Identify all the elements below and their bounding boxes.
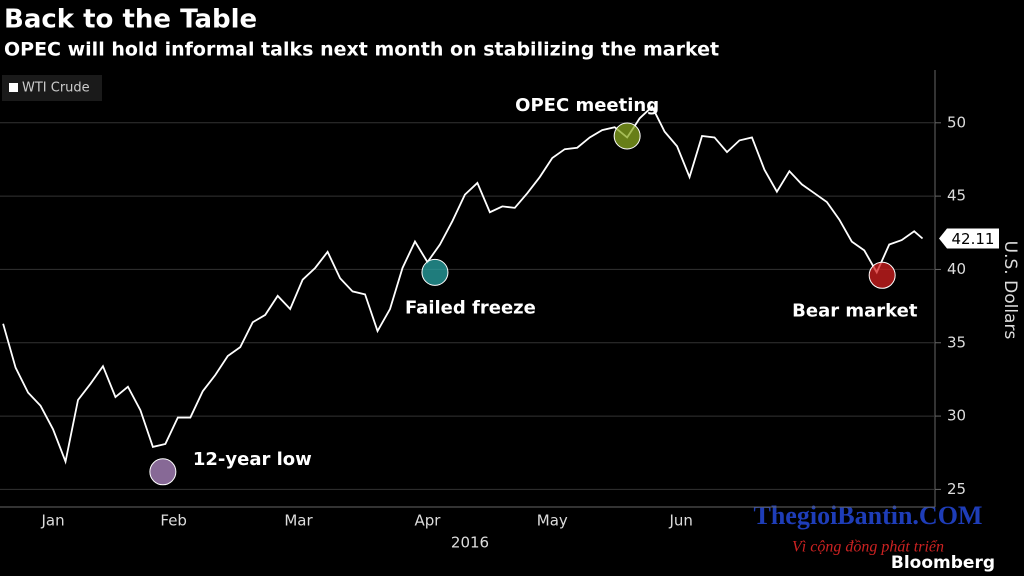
annotation-marker <box>149 458 177 486</box>
annotation-label: Failed freeze <box>405 297 536 318</box>
x-tick-label: Mar <box>284 512 313 530</box>
x-tick-label: Jun <box>669 512 693 530</box>
watermark: ThegioiBantin.COM <box>754 501 983 530</box>
x-tick-label: Jan <box>40 512 64 530</box>
chart-title: Back to the Table <box>4 5 257 35</box>
x-tick-label: May <box>537 512 568 530</box>
y-tick-label: 35 <box>947 333 966 351</box>
annotation-label: OPEC meeting <box>515 95 659 116</box>
watermark-tagline: Vì cộng đồng phát triển <box>792 539 944 556</box>
y-tick-label: 30 <box>947 407 966 425</box>
legend-box <box>2 75 102 101</box>
line <box>2 105 924 465</box>
end-tag <box>939 228 999 249</box>
x-tick-label: Apr <box>414 512 441 530</box>
y-tick-label: 25 <box>947 480 966 498</box>
source: Bloomberg <box>891 553 995 573</box>
y-tick-label: 40 <box>947 260 966 278</box>
annotation-marker <box>613 122 641 150</box>
legend-label: WTI Crude <box>22 81 90 96</box>
x-axis-label: 2016 <box>451 534 489 552</box>
annotation-marker <box>421 258 449 286</box>
annotation-label: Bear market <box>792 300 918 321</box>
annotation-label: 12-year low <box>193 449 312 470</box>
legend-swatch <box>9 83 18 92</box>
y-tick-label: 45 <box>947 187 966 205</box>
annotation-marker <box>868 261 896 289</box>
x-tick-label: Feb <box>160 512 187 530</box>
y-axis-label: U.S. Dollars <box>1000 241 1020 340</box>
y-tick-label: 50 <box>947 113 966 131</box>
end-value-label: 42.11 <box>952 230 995 248</box>
chart-subtitle: OPEC will hold informal talks next month… <box>4 39 719 61</box>
